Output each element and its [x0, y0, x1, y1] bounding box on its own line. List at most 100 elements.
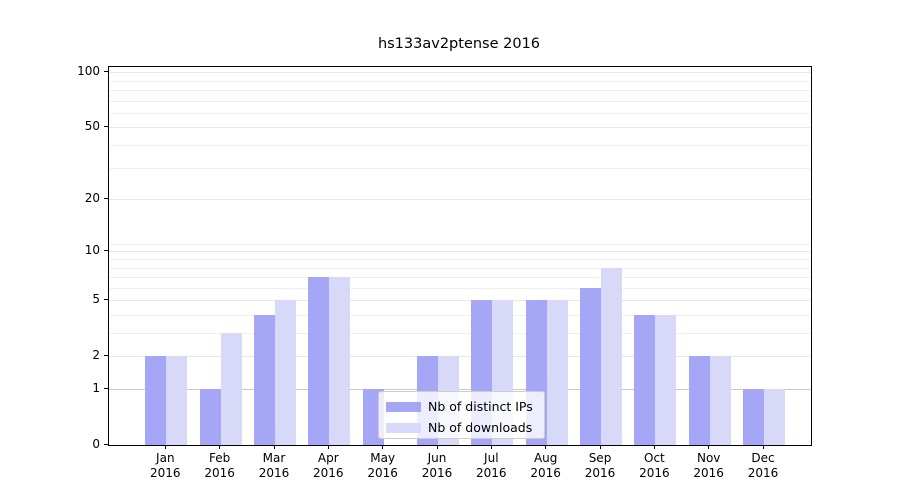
- y-tick-mark: [104, 125, 108, 127]
- legend: Nb of distinct IPs Nb of downloads: [378, 391, 545, 439]
- x-tick-month: Aug: [533, 451, 558, 465]
- legend-item-distinct-ips: Nb of distinct IPs: [386, 398, 544, 415]
- x-tick-mark: [436, 445, 438, 449]
- y-tick-label: 50: [84, 119, 100, 134]
- legend-swatch-distinct-ips-icon: [386, 401, 421, 412]
- legend-swatch-downloads-icon: [386, 422, 421, 433]
- gridline: [109, 80, 811, 82]
- gridline: [109, 127, 811, 129]
- y-tick-mark: [104, 197, 108, 199]
- x-tick-mark: [273, 445, 275, 449]
- legend-item-downloads: Nb of downloads: [386, 419, 544, 436]
- bar-oct-ips: [634, 315, 656, 445]
- x-tick-label: May 2016: [356, 451, 410, 481]
- gridline: [109, 356, 811, 358]
- y-tick-label: 20: [84, 191, 100, 206]
- gridline: [109, 90, 811, 91]
- x-tick-month: Sep: [588, 451, 612, 465]
- x-tick-mark: [327, 445, 329, 449]
- y-tick-mark: [104, 249, 108, 251]
- gridline: [109, 244, 811, 246]
- x-tick-month: Jun: [427, 451, 447, 465]
- x-tick-mark: [382, 445, 384, 449]
- x-tick-month: Oct: [644, 451, 665, 465]
- y-tick-label: 100: [77, 64, 100, 79]
- x-tick-mark: [545, 445, 547, 449]
- x-tick-year: 2016: [150, 466, 181, 480]
- x-tick-year: 2016: [204, 466, 235, 480]
- x-tick-mark: [653, 445, 655, 449]
- x-tick-label: Feb 2016: [193, 451, 247, 481]
- bar-nov-downloads: [709, 356, 731, 445]
- x-tick-label: Oct 2016: [627, 451, 681, 481]
- x-tick-month: Dec: [751, 451, 775, 465]
- bar-mar-downloads: [275, 300, 296, 445]
- gridline: [109, 167, 811, 169]
- x-tick-mark: [164, 445, 166, 449]
- x-tick-label: Nov 2016: [682, 451, 736, 481]
- gridline: [109, 251, 811, 253]
- bar-feb-ips: [199, 389, 221, 445]
- gridline: [109, 145, 811, 146]
- bar-sep-ips: [580, 287, 601, 445]
- x-tick-month: Nov: [696, 451, 721, 465]
- gridline: [109, 300, 811, 302]
- x-tick-month: Mar: [262, 451, 286, 465]
- bar-nov-ips: [688, 356, 710, 445]
- x-tick-label: Jul 2016: [464, 451, 518, 481]
- y-tick-mark: [104, 354, 108, 356]
- bar-oct-downloads: [655, 315, 677, 445]
- y-tick-label: 10: [84, 243, 100, 258]
- bar-dec-ips: [743, 389, 764, 445]
- x-tick-label: Mar 2016: [247, 451, 301, 481]
- y-tick-label: 1: [92, 381, 100, 395]
- x-tick-label: Jan 2016: [138, 451, 192, 481]
- x-tick-year: 2016: [639, 466, 670, 480]
- x-tick-mark: [762, 445, 764, 449]
- bar-dec-downloads: [764, 389, 785, 445]
- gridline: [109, 72, 811, 74]
- x-tick-month: Apr: [317, 451, 339, 465]
- x-tick-label: Aug 2016: [519, 451, 573, 481]
- y-tick-mark: [104, 387, 108, 389]
- bar-jan-ips: [145, 356, 167, 445]
- x-tick-year: 2016: [584, 466, 616, 480]
- gridline: [109, 315, 811, 316]
- x-tick-mark: [708, 445, 710, 449]
- gridline: [109, 267, 811, 269]
- x-tick-label: Apr 2016: [301, 451, 355, 481]
- x-tick-label: Jun 2016: [410, 451, 464, 481]
- y-tick-mark: [104, 70, 108, 72]
- legend-label-downloads: Nb of downloads: [428, 420, 533, 435]
- x-tick-year: 2016: [476, 466, 507, 480]
- x-tick-month: Jul: [484, 451, 499, 465]
- x-tick-month: May: [370, 451, 396, 465]
- bar-mar-ips: [254, 315, 275, 445]
- x-tick-year: 2016: [258, 466, 290, 480]
- gridline: [109, 287, 811, 289]
- x-tick-year: 2016: [693, 466, 724, 480]
- x-tick-label: Sep 2016: [573, 451, 627, 481]
- y-tick-label: 5: [92, 292, 100, 307]
- plot-area: [108, 66, 812, 446]
- x-tick-year: 2016: [421, 466, 453, 480]
- bar-apr-downloads: [329, 277, 351, 445]
- x-tick-label: Dec 2016: [736, 451, 790, 481]
- x-tick-year: 2016: [367, 466, 398, 480]
- x-tick-mark: [219, 445, 221, 449]
- x-tick-month: Feb: [208, 451, 231, 465]
- gridline: [109, 112, 811, 114]
- gridline: [109, 333, 811, 334]
- y-tick-mark: [104, 298, 108, 300]
- y-tick-mark: [104, 443, 108, 445]
- bar-feb-downloads: [220, 333, 242, 445]
- gridline: [109, 259, 811, 260]
- legend-label-distinct-ips: Nb of distinct IPs: [428, 399, 533, 414]
- y-tick-label: 0: [92, 437, 100, 451]
- x-tick-year: 2016: [530, 466, 561, 480]
- gridline: [109, 100, 811, 102]
- x-tick-mark: [490, 445, 492, 449]
- gridline: [109, 199, 811, 201]
- gridline: [109, 277, 811, 278]
